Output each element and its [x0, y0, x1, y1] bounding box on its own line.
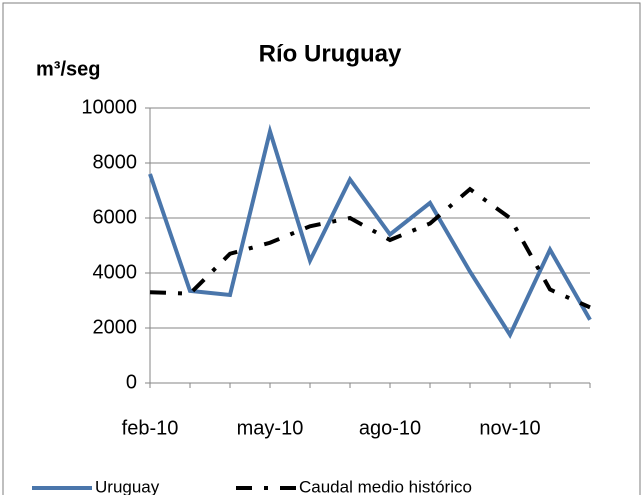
y-tick-label: 8000	[93, 151, 138, 173]
series-line	[149, 186, 591, 310]
y-axis-label: m³/seg	[36, 58, 100, 80]
y-tick-label: 0	[126, 371, 137, 393]
chart-title: Río Uruguay	[259, 40, 402, 67]
x-tick-label: nov-10	[479, 417, 540, 439]
y-tick-label: 2000	[93, 316, 138, 338]
series-line	[148, 123, 592, 340]
x-tick-label: ago-10	[359, 417, 421, 439]
legend-label: Caudal medio histórico	[299, 477, 472, 495]
x-tick-label: may-10	[237, 417, 304, 439]
y-tick-label: 6000	[93, 206, 138, 228]
y-tick-label: 10000	[81, 96, 137, 118]
y-tick-label: 4000	[93, 261, 138, 283]
legend-label: Uruguay	[95, 477, 160, 495]
x-tick-label: feb-10	[122, 417, 179, 439]
